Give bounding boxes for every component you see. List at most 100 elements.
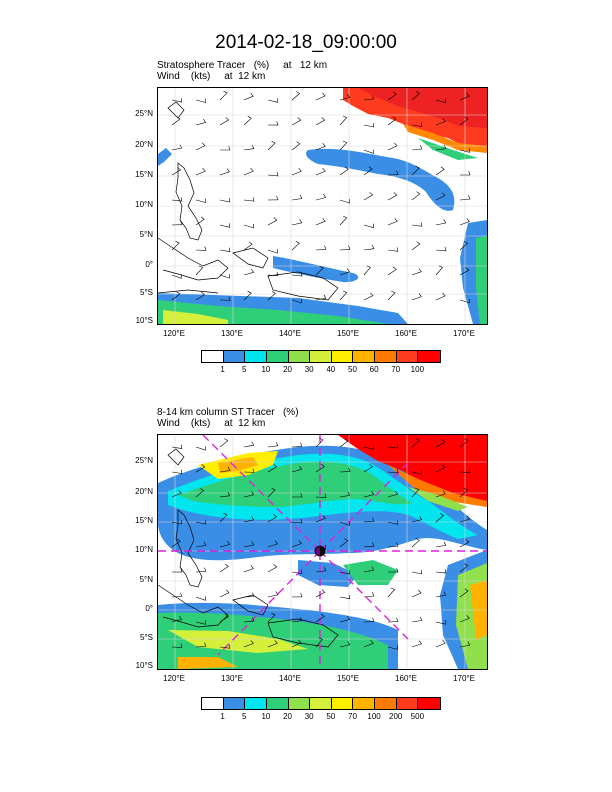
wind-barb-icon	[459, 92, 470, 101]
panel1-coastlines	[158, 101, 339, 301]
wind-barb-icon	[339, 215, 348, 226]
wind-barb-icon	[243, 241, 253, 251]
wind-barb-icon	[219, 146, 231, 151]
wind-barb-icon	[460, 171, 471, 176]
column-tracer-orange-edge	[388, 465, 487, 507]
wind-barb-icon	[291, 569, 303, 574]
wind-barb-icon	[195, 142, 206, 151]
colorbar-swatch	[266, 698, 289, 709]
column-tracer-green-band	[178, 461, 413, 507]
wind-barb-icon	[435, 246, 447, 252]
wind-barb-icon	[195, 642, 207, 648]
colorbar-swatch	[353, 698, 375, 709]
colorbar-swatch	[310, 351, 332, 362]
wind-barb-icon	[363, 223, 374, 229]
wind-barb-icon	[219, 90, 228, 101]
wind-barb-icon	[411, 470, 423, 475]
wind-barb-icon	[267, 640, 278, 648]
wind-barb-icon	[171, 444, 183, 449]
wind-barb-icon	[387, 542, 399, 548]
wind-barb-icon	[171, 489, 182, 498]
panel2-gridlines	[158, 435, 487, 669]
wind-barb-icon	[195, 291, 205, 301]
wind-barb-icon	[363, 566, 375, 573]
lon-tick-label: 150°E	[337, 674, 359, 683]
wind-barb-icon	[411, 165, 420, 176]
wind-barb-icon	[195, 464, 206, 473]
wind-barb-icon	[459, 563, 469, 573]
wind-barb-icon	[411, 589, 422, 598]
wind-barb-icon	[291, 272, 303, 277]
wind-barb-icon	[243, 541, 255, 548]
colorbar-label: 40	[326, 365, 336, 374]
wind-barb-icon	[315, 613, 325, 623]
colorbar-swatch	[288, 698, 311, 709]
wind-barb-icon	[315, 637, 323, 648]
wind-barb-icon	[435, 292, 446, 301]
colorbar-swatch	[418, 698, 440, 709]
wind-barb-icon	[291, 117, 302, 126]
column-tracer-mid-patches	[298, 560, 358, 587]
wind-barb-icon	[459, 218, 470, 226]
lat-tick-label: 5°S	[140, 288, 153, 297]
wind-barb-icon	[291, 298, 302, 304]
wind-barb-icon	[195, 167, 206, 176]
wind-barb-icon	[171, 469, 183, 474]
wind-barb-icon	[243, 144, 255, 151]
wind-barb-icon	[459, 468, 471, 473]
wind-barb-icon	[363, 617, 375, 623]
lon-tick-label: 160°E	[395, 674, 417, 683]
column-tracer-south-orange	[178, 657, 238, 669]
colorbar-label: 20	[283, 712, 292, 721]
wind-barb-icon	[291, 194, 303, 201]
wind-barb-icon	[171, 538, 181, 548]
lon-tick-label: 160°E	[395, 329, 417, 338]
wind-barb-icon	[387, 218, 398, 226]
tracer-blue-west	[158, 148, 172, 166]
colorbar-label: 10	[261, 712, 271, 721]
wind-barb-icon	[315, 117, 326, 126]
wind-barb-icon	[459, 539, 470, 548]
colorbar-label: 100	[367, 712, 381, 721]
lat-tick-label: 15°N	[135, 516, 153, 525]
wind-barb-icon	[267, 513, 278, 523]
colorbar-label: 50	[348, 365, 357, 374]
panel1-wind-barbs	[171, 90, 471, 304]
wind-barb-icon	[195, 596, 206, 601]
wind-barb-icon	[339, 615, 351, 623]
wind-barb-icon	[291, 540, 302, 548]
lon-tick-label: 150°E	[337, 329, 359, 338]
colorbar-label: 1	[220, 365, 225, 374]
colorbar-swatch	[310, 698, 332, 709]
wind-barb-icon	[243, 640, 254, 648]
wind-barb-icon	[243, 491, 255, 498]
wind-barb-icon	[219, 589, 230, 598]
wind-barb-icon	[243, 268, 255, 276]
wind-barb-icon	[171, 291, 181, 301]
wind-barb-icon	[243, 516, 255, 523]
wind-barb-icon	[363, 192, 374, 201]
wind-barb-icon	[339, 290, 348, 301]
wind-barb-icon	[459, 641, 471, 648]
wind-barb-icon	[339, 538, 349, 548]
wind-barb-icon	[315, 463, 325, 473]
wind-barb-icon	[435, 620, 447, 625]
colorbar-label: 30	[304, 712, 314, 721]
wind-barb-icon	[291, 639, 302, 648]
wind-barb-icon	[387, 142, 398, 151]
wind-barb-icon	[315, 193, 327, 201]
wind-barb-icon	[291, 442, 303, 448]
wind-barb-icon	[387, 645, 399, 650]
wind-barb-icon	[315, 167, 326, 176]
colorbar-label: 50	[326, 712, 336, 721]
colorbar-label: 1	[220, 712, 225, 721]
wind-barb-icon	[243, 167, 254, 176]
wind-barb-icon	[459, 615, 470, 623]
wind-barb-icon	[339, 570, 351, 575]
wind-barb-icon	[459, 438, 469, 448]
wind-barb-icon	[243, 93, 254, 101]
wind-barb-icon	[219, 613, 229, 623]
wind-barb-icon	[195, 265, 204, 276]
colorbar-swatch	[223, 698, 246, 709]
wind-barb-icon	[291, 592, 303, 598]
